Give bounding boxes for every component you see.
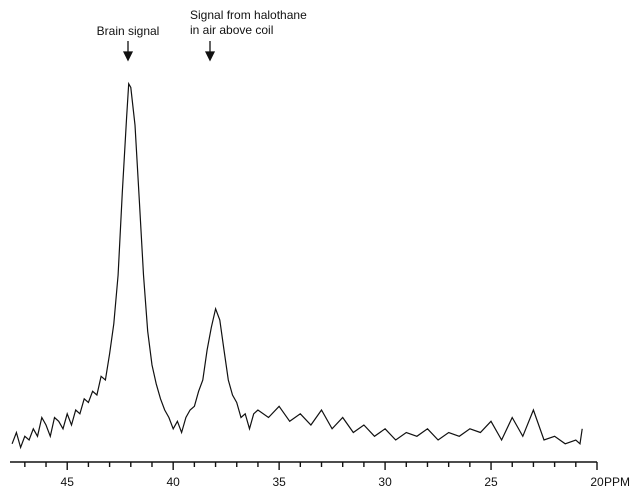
x-tick-label: 20 <box>590 475 604 489</box>
annotation: Brain signal <box>97 24 160 38</box>
x-axis-label: PPM <box>604 475 630 489</box>
x-tick-label: 30 <box>378 475 392 489</box>
x-tick-label: 45 <box>61 475 75 489</box>
arrow <box>122 41 216 62</box>
x-tick-label: 25 <box>484 475 498 489</box>
spectrum-line <box>11 81 583 450</box>
annotation: Signal from halothane <box>190 8 307 22</box>
annotation: in air above coil <box>190 23 273 37</box>
x-tick-label: 35 <box>272 475 286 489</box>
x-tick-label: 40 <box>166 475 180 489</box>
